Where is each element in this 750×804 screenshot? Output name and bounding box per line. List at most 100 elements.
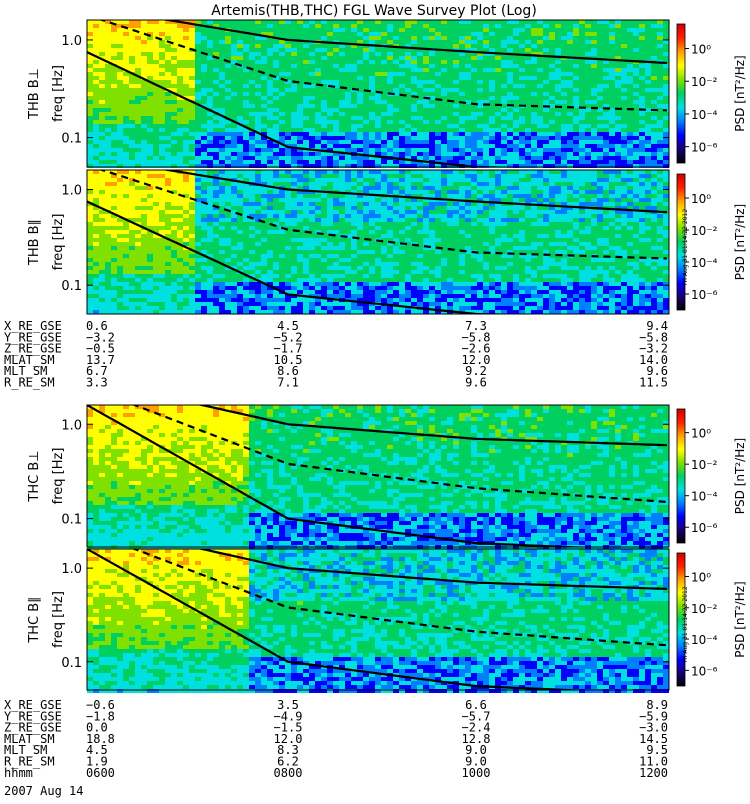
heatmap-cell [507,64,513,68]
heatmap-cell [189,124,195,128]
heatmap-cell [351,104,357,108]
heatmap-cell [327,56,333,60]
heatmap-cell [525,88,531,92]
heatmap-cell [315,56,321,60]
heatmap-cell [399,152,405,156]
heatmap-cell [135,246,141,250]
heatmap-cell [279,274,285,278]
heatmap-cell [615,152,621,156]
heatmap-cell [147,246,153,250]
heatmap-cell [237,262,243,266]
heatmap-cell [273,52,279,56]
heatmap-cell [261,174,267,178]
heatmap-cell [207,148,213,152]
heatmap-cell [663,36,669,40]
heatmap-cell [309,182,315,186]
heatmap-cell [231,160,237,164]
heatmap-cell [297,202,303,206]
heatmap-cell [207,76,213,80]
heatmap-cell [267,20,273,24]
heatmap-cell [663,124,669,128]
heatmap-cell [231,44,237,48]
heatmap-cell [345,144,351,148]
heatmap-cell [135,274,141,278]
heatmap-cell [225,182,231,186]
heatmap-cell [93,182,99,186]
heatmap-cell [303,198,309,202]
heatmap-cell [321,64,327,68]
heatmap-cell [291,218,297,222]
heatmap-cell [597,84,603,88]
heatmap-cell [153,160,159,164]
heatmap-cell [87,266,93,270]
heatmap-cell [267,174,273,178]
heatmap-cell [183,120,189,124]
heatmap-cell [357,100,363,104]
heatmap-cell [111,250,117,254]
heatmap-cell [429,136,435,140]
heatmap-cell [327,44,333,48]
heatmap-cell [243,294,249,298]
heatmap-cell [105,250,111,254]
heatmap-cell [231,170,237,174]
heatmap-cell [507,144,513,148]
heatmap-cell [279,230,285,234]
heatmap-cell [471,116,477,120]
heatmap-cell [255,262,261,266]
heatmap-cell [243,170,249,174]
heatmap-cell [159,206,165,210]
heatmap-cell [363,76,369,80]
heatmap-cell [177,124,183,128]
heatmap-cell [459,68,465,72]
heatmap-cell [105,96,111,100]
colorbar-tick-label: 10⁻⁶ [691,141,718,155]
heatmap-cell [441,128,447,132]
heatmap-cell [207,218,213,222]
heatmap-cell [249,20,255,24]
heatmap-cell [99,32,105,36]
heatmap-cell [477,156,483,160]
heatmap-cell [105,294,111,298]
heatmap-cell [189,190,195,194]
heatmap-cell [99,182,105,186]
heatmap-cell [549,120,555,124]
heatmap-cell [345,48,351,52]
heatmap-cell [633,152,639,156]
heatmap-cell [393,136,399,140]
heatmap-cell [129,136,135,140]
heatmap-cell [195,76,201,80]
heatmap-cell [303,104,309,108]
heatmap-cell [591,28,597,32]
heatmap-cell [273,84,279,88]
heatmap-cell [645,32,651,36]
heatmap-cell [117,48,123,52]
heatmap-cell [657,76,663,80]
heatmap-cell [249,254,255,258]
heatmap-cell [117,40,123,44]
heatmap-cell [249,262,255,266]
heatmap-cell [279,84,285,88]
heatmap-cell [531,48,537,52]
heatmap-cell [465,24,471,28]
heatmap-cell [219,64,225,68]
heatmap-cell [567,20,573,24]
heatmap-cell [219,132,225,136]
heatmap-cell [183,234,189,238]
heatmap-cell [453,72,459,76]
heatmap-cell [387,80,393,84]
heatmap-cell [375,144,381,148]
heatmap-cell [459,44,465,48]
heatmap-cell [237,286,243,290]
heatmap-cell [189,56,195,60]
heatmap-cell [279,214,285,218]
heatmap-cell [423,84,429,88]
heatmap-cell [603,48,609,52]
heatmap-cell [585,100,591,104]
heatmap-cell [249,88,255,92]
heatmap-cell [93,282,99,286]
heatmap-cell [129,230,135,234]
heatmap-cell [171,80,177,84]
heatmap-cell [99,298,105,302]
heatmap-cell [381,40,387,44]
heatmap-cell [189,68,195,72]
